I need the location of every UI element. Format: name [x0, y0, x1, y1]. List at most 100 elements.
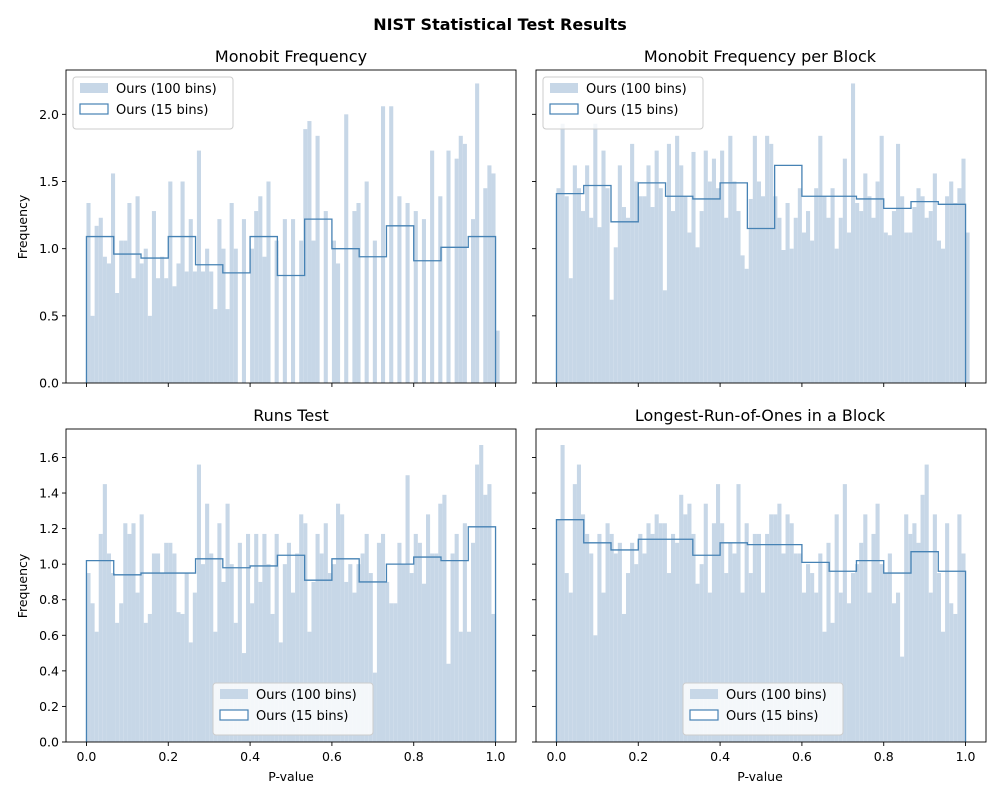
axes-frame	[535, 428, 987, 743]
histogram-bar	[773, 514, 778, 742]
histogram-100-bins	[556, 445, 966, 742]
histogram-bar	[250, 603, 255, 742]
histogram-bar	[98, 533, 103, 742]
histogram-bar	[904, 232, 909, 383]
histogram-bar	[475, 83, 480, 384]
histogram-bar	[711, 523, 716, 742]
histogram-bar	[172, 286, 177, 383]
histogram-bar	[756, 533, 761, 742]
histogram-bar	[810, 573, 815, 742]
histogram-bar	[560, 123, 565, 384]
x-tick-label: 1.0	[486, 749, 506, 764]
histogram-bar	[90, 315, 95, 383]
histogram-bar	[458, 135, 463, 383]
histogram-bar	[728, 135, 733, 383]
histogram-bar	[315, 533, 320, 742]
histogram-bar	[364, 181, 369, 383]
histogram-bar	[699, 564, 704, 742]
histogram-bar	[156, 278, 161, 383]
x-tick-label: 0.0	[77, 749, 97, 764]
panel-title: Longest-Run-of-Ones in a Block	[635, 406, 886, 425]
y-tick-label: 1.6	[39, 450, 59, 465]
histogram-bar	[336, 263, 341, 383]
histogram-bar	[331, 240, 336, 383]
histogram-bar	[609, 299, 614, 383]
histogram-bar	[842, 484, 847, 742]
histogram-bar	[327, 573, 332, 742]
histogram-bar	[491, 613, 496, 742]
histogram-bar	[781, 250, 786, 383]
plot-area: 0.0 0.5 1.0 1.5 2.0 Ours (100 bins) Ours (15 b…	[39, 69, 517, 391]
histogram-bar	[405, 202, 410, 383]
histogram-bar	[368, 573, 373, 742]
histogram-bar	[291, 219, 296, 383]
histogram-bar	[201, 271, 206, 383]
histogram-15-bins-step	[85, 218, 497, 383]
legend: Ours (100 bins) Ours (15 bins)	[542, 76, 704, 130]
legend-label-15-bins: Ours (15 bins)	[256, 709, 348, 724]
histogram-bar	[658, 523, 663, 742]
histogram-bar	[135, 592, 140, 742]
histogram-bar	[160, 573, 165, 742]
histogram-bar	[810, 240, 815, 383]
histogram-bar	[266, 181, 271, 383]
histogram-bar	[86, 573, 91, 742]
histogram-bar	[724, 217, 729, 383]
histogram-bar	[707, 592, 712, 742]
histogram-bar	[928, 592, 933, 742]
y-axis-label: Frequency	[15, 553, 30, 618]
histogram-bar	[924, 217, 929, 383]
x-tick-label: 0.4	[240, 749, 260, 764]
histogram-bar	[352, 592, 357, 742]
histogram-bar	[119, 603, 124, 742]
histogram-15-bins-step	[555, 164, 967, 383]
histogram-bar	[409, 573, 414, 742]
histogram-bar	[111, 173, 116, 383]
legend: Ours (100 bins) Ours (15 bins)	[212, 682, 374, 736]
histogram-bar	[479, 445, 484, 742]
histogram-bar	[229, 564, 234, 742]
histogram-bar	[863, 173, 868, 383]
histogram-bar	[156, 553, 161, 742]
panel-title: Monobit Frequency per Block	[644, 47, 877, 66]
histogram-bar	[127, 533, 132, 742]
histogram-bar	[184, 573, 189, 742]
histogram-bar	[957, 514, 962, 742]
histogram-bar	[740, 592, 745, 742]
histogram-bar	[724, 573, 729, 742]
histogram-bar	[732, 553, 737, 742]
histogram-bar	[131, 523, 136, 742]
x-tick-label: 0.6	[792, 749, 812, 764]
legend-box	[212, 682, 374, 736]
histogram-bar	[266, 564, 271, 742]
legend-label-100-bins: Ours (100 bins)	[726, 688, 827, 703]
histogram-bar	[376, 542, 381, 742]
histogram-bar	[875, 181, 880, 383]
histogram-bar	[949, 181, 954, 383]
legend-label-15-bins: Ours (15 bins)	[586, 103, 678, 118]
histogram-bar	[250, 248, 255, 383]
histogram-bar	[356, 202, 361, 383]
histogram-bar	[196, 150, 201, 383]
histogram-bar	[254, 211, 259, 383]
histogram-bar	[875, 503, 880, 742]
histogram-bar	[454, 533, 459, 742]
histogram-bar	[274, 240, 279, 383]
histogram-bar	[654, 514, 659, 742]
histogram-bar	[793, 553, 798, 742]
histogram-bar	[912, 523, 917, 742]
histogram-bar	[646, 523, 651, 742]
histogram-bar	[299, 240, 304, 383]
histogram-bar	[867, 592, 872, 742]
histogram-bar	[372, 240, 377, 383]
histogram-bar	[421, 219, 426, 383]
histogram-bar	[936, 240, 941, 383]
histogram-bar	[879, 564, 884, 742]
histogram-bar	[274, 533, 279, 742]
histogram-bar	[585, 533, 590, 742]
histogram-bar	[961, 158, 966, 383]
panel-longest-run-of-ones: Longest-Run-of-Ones in a Block P-value 0…	[532, 406, 987, 784]
y-tick-label: 0.6	[39, 628, 59, 643]
histogram-bar	[617, 542, 622, 742]
histogram-bar	[945, 523, 950, 742]
